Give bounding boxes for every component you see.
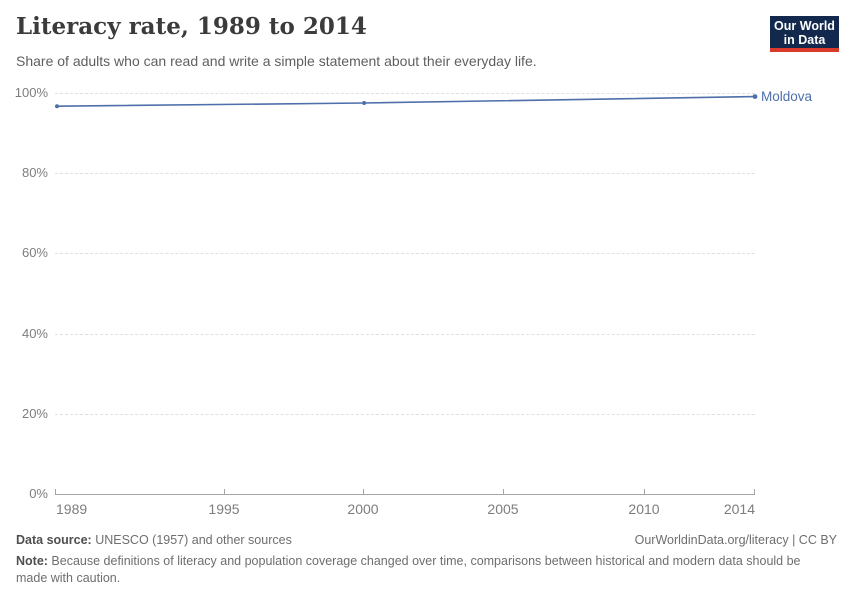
owid-logo-line2: in Data (783, 33, 826, 47)
footnote: Note: Because definitions of literacy an… (16, 553, 816, 587)
gridline-80 (55, 173, 755, 174)
gridline-40 (55, 334, 755, 335)
y-axis-label: 80% (21, 165, 48, 180)
footnote-label: Note: (16, 554, 48, 568)
y-axis-label: 20% (21, 406, 48, 421)
footnote-text: Because definitions of literacy and popu… (16, 554, 801, 585)
x-axis-line (55, 494, 755, 495)
owid-logo[interactable]: Our World in Data (770, 16, 839, 52)
y-axis-label: 100% (14, 85, 48, 100)
y-axis-label: 60% (21, 245, 48, 260)
x-axis-label: 1989 (56, 501, 88, 517)
x-axis-label: 2005 (487, 501, 519, 517)
gridline-100 (55, 93, 755, 94)
page-title: Literacy rate, 1989 to 2014 (16, 13, 367, 40)
x-axis-label: 1995 (208, 501, 240, 517)
owid-logo-line1: Our World (774, 19, 835, 33)
x-axis-tick (503, 489, 504, 494)
x-axis-tick (644, 489, 645, 494)
x-axis-label: 2014 (723, 501, 755, 517)
x-axis-label: 2000 (347, 501, 379, 517)
data-source-label: Data source: (16, 533, 92, 547)
x-axis-label: 2010 (628, 501, 660, 517)
x-axis-tick (224, 489, 225, 494)
gridline-60 (55, 253, 755, 254)
x-axis-tick (55, 489, 56, 494)
y-axis-label: 0% (29, 486, 48, 501)
x-axis-tick (754, 489, 755, 494)
y-axis-label: 40% (21, 326, 48, 341)
license-link[interactable]: OurWorldinData.org/literacy | CC BY (634, 533, 837, 547)
x-axis-tick (363, 489, 364, 494)
series-end-label: Moldova (761, 88, 813, 104)
data-source-text: UNESCO (1957) and other sources (91, 533, 292, 547)
data-source: Data source: UNESCO (1957) and other sou… (16, 533, 292, 548)
chart-subtitle: Share of adults who can read and write a… (16, 53, 537, 69)
gridline-20 (55, 414, 755, 415)
